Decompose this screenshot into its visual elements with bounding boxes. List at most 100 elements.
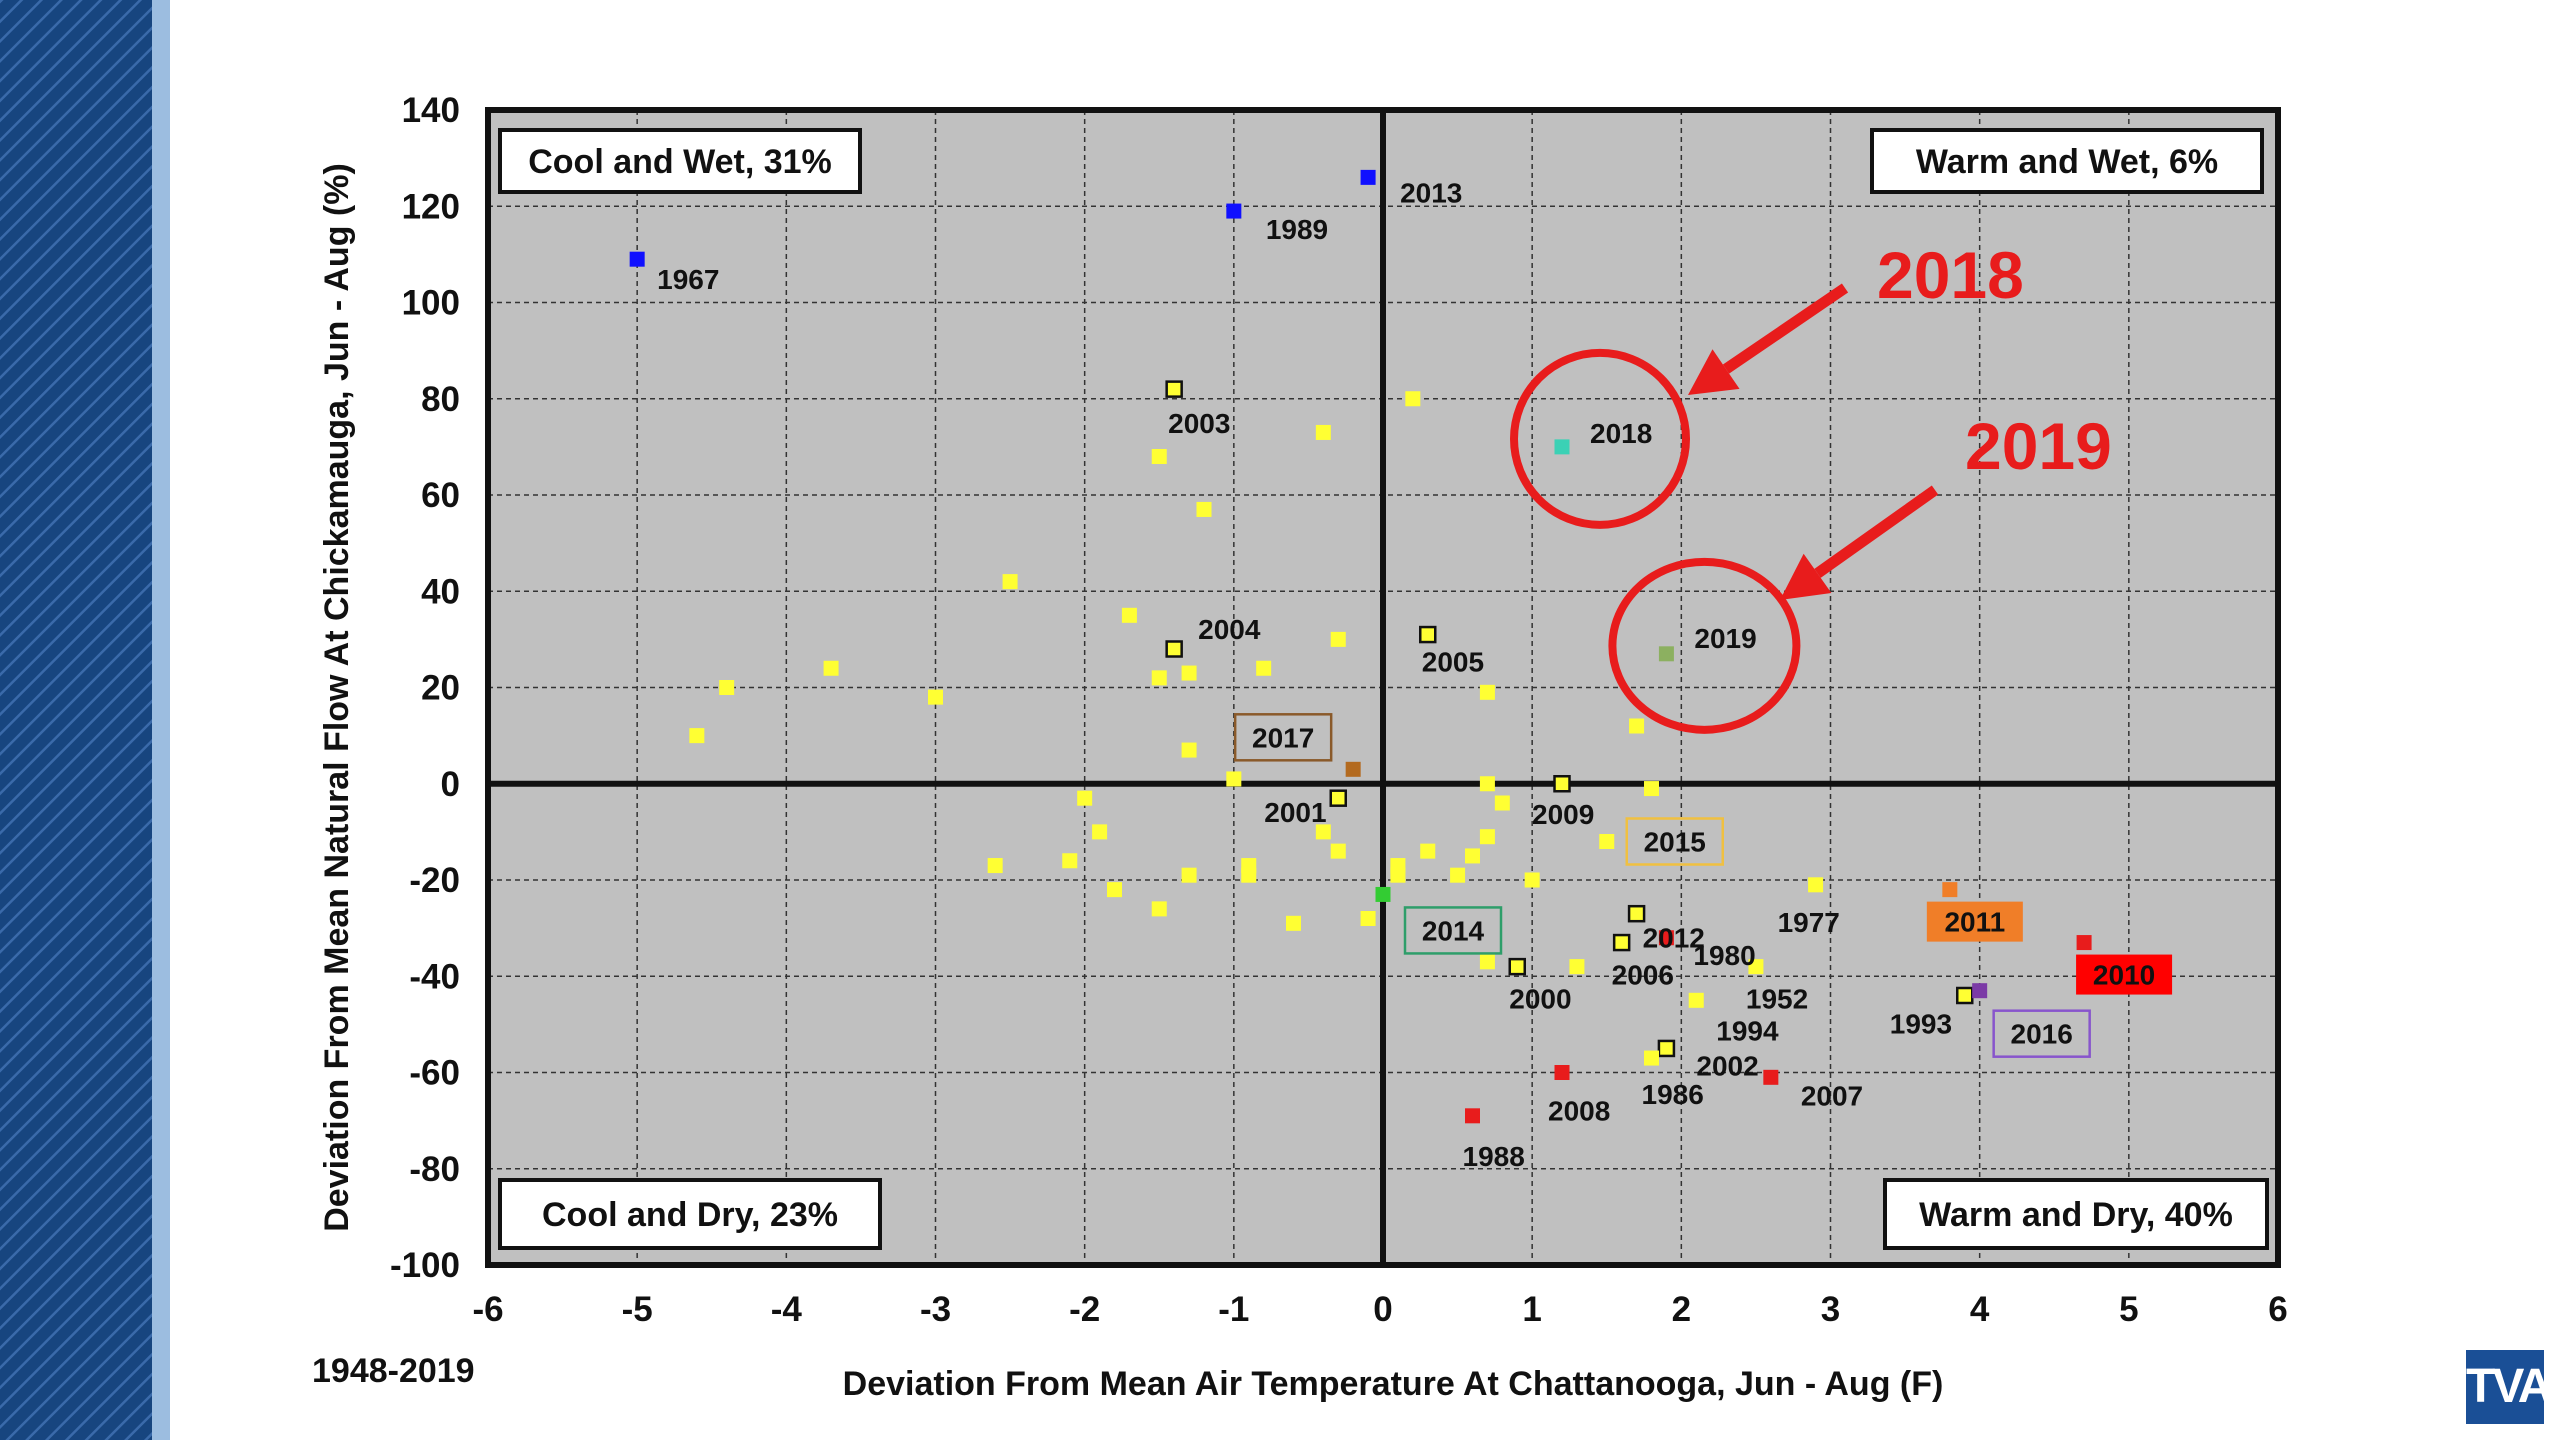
y-tick-label: 100 <box>402 284 460 323</box>
year-label: 2001 <box>1264 797 1326 828</box>
year-label: 2006 <box>1612 960 1674 991</box>
point-2007 <box>1763 1069 1779 1085</box>
point-2004 <box>1165 640 1183 658</box>
point-labels: 1967 1989 2013 2018 2019 2003 2004 2005 2017 2001… <box>657 177 2173 1172</box>
year-label: 2016 <box>2011 1019 2073 1050</box>
label-fill-box <box>2076 954 2173 995</box>
data-point <box>823 660 839 676</box>
point-2018 <box>1554 439 1570 455</box>
data-point <box>1256 660 1272 676</box>
point-2019 <box>1658 646 1674 662</box>
point-2015 <box>1599 834 1615 849</box>
point-1986 <box>1644 1050 1659 1066</box>
data-point <box>987 858 1003 874</box>
year-label: 1994 <box>1716 1015 1779 1046</box>
data-point <box>1181 867 1197 883</box>
arrow-head-2019 <box>1780 553 1832 600</box>
y-tick-label: -20 <box>409 861 460 900</box>
point-2014 <box>1375 886 1391 902</box>
year-label: 2005 <box>1422 647 1484 678</box>
data-point <box>1569 959 1585 975</box>
axes <box>485 107 2281 1268</box>
y-tick-label: 20 <box>421 669 460 708</box>
x-tick-label: 2 <box>1672 1290 1691 1329</box>
year-label: 2008 <box>1548 1096 1610 1127</box>
arrow-shaft-2019 <box>1814 485 1939 578</box>
year-label: 1993 <box>1890 1009 1952 1040</box>
y-tick-label: 140 <box>402 91 460 130</box>
point-1993 <box>1956 986 1974 1005</box>
year-label: 2002 <box>1696 1050 1758 1081</box>
data-point <box>1107 882 1122 898</box>
x-tick-label: 1 <box>1522 1290 1541 1329</box>
data-point <box>1241 867 1257 883</box>
year-label: 1986 <box>1642 1079 1704 1110</box>
data-point <box>1151 670 1167 686</box>
quadrant-label: Warm and Dry, 40% <box>1919 1196 2233 1234</box>
quadrant-label: Cool and Dry, 23% <box>542 1196 838 1234</box>
data-point <box>1450 867 1466 883</box>
point-1977 <box>1808 877 1824 893</box>
tva-logo: TVA <box>2466 1350 2552 1424</box>
year-label: 2004 <box>1198 614 1261 645</box>
data-point <box>1330 843 1346 859</box>
label-outline-box <box>1625 817 1724 866</box>
year-label: 2013 <box>1400 177 1462 208</box>
data-point <box>1330 631 1346 647</box>
y-tick-label: 80 <box>421 380 460 419</box>
point-2000 <box>1508 957 1526 976</box>
data-point <box>1494 795 1510 811</box>
x-tick-label: 6 <box>2268 1290 2287 1329</box>
x-tick-label: 0 <box>1373 1290 1392 1329</box>
x-tick-label: -4 <box>771 1290 803 1329</box>
year-label: 2014 <box>1422 915 1485 946</box>
x-tick-label: -2 <box>1069 1290 1100 1329</box>
data-point <box>1181 665 1197 681</box>
data-point <box>1479 829 1495 845</box>
year-range-label: 1948-2019 <box>312 1352 475 1390</box>
point-2012 <box>1627 904 1646 923</box>
point-2016 <box>1972 983 1988 999</box>
label-outline-box <box>1233 713 1333 762</box>
year-label: 1989 <box>1266 214 1328 245</box>
year-label: 2011 <box>1944 907 2005 938</box>
quadrant-boxes: Cool and Wet, 31% Warm and Wet, 6% Cool an… <box>498 128 2269 1250</box>
label-fill-box <box>1926 901 2023 942</box>
year-label: 2000 <box>1509 984 1571 1015</box>
side-band-edge <box>152 0 170 1440</box>
year-label: 2003 <box>1168 408 1230 439</box>
data-point <box>1524 872 1540 888</box>
data-point <box>1151 449 1167 464</box>
year-label: 2012 <box>1643 923 1705 954</box>
point-2001 <box>1329 789 1347 807</box>
data-point <box>1181 742 1197 758</box>
y-tick-label: 60 <box>421 476 460 515</box>
y-tick-label: 40 <box>421 572 460 611</box>
quadrant-box <box>498 128 862 194</box>
highlight-circle-2018 <box>1510 348 1690 529</box>
arrow-head-2018 <box>1688 349 1740 395</box>
x-tick-label: 3 <box>1821 1290 1840 1329</box>
data-point <box>928 689 943 705</box>
point-2002 <box>1657 1039 1676 1058</box>
data-point <box>1479 684 1495 700</box>
year-label: 2017 <box>1252 722 1314 753</box>
data-point <box>1629 718 1645 734</box>
year-label: 1977 <box>1778 907 1840 938</box>
data-point <box>1092 824 1108 840</box>
hatch-pattern <box>0 0 160 1440</box>
point-2003 <box>1165 380 1183 398</box>
x-axis-title: Deviation From Mean Air Temperature At C… <box>843 1365 1944 1403</box>
data-point <box>1196 501 1212 517</box>
data-point <box>1644 781 1659 797</box>
y-tick-label: -100 <box>390 1246 460 1285</box>
point-2011 <box>1942 882 1958 898</box>
y-tick-label: -80 <box>409 1150 460 1189</box>
quadrant-box <box>1883 1178 2269 1250</box>
data-point <box>1077 790 1093 806</box>
data-point <box>1420 843 1436 859</box>
x-tick-label: 5 <box>2119 1290 2138 1329</box>
data-point <box>1286 915 1301 931</box>
point-2013 <box>1360 169 1376 185</box>
point-1988 <box>1465 1108 1480 1124</box>
